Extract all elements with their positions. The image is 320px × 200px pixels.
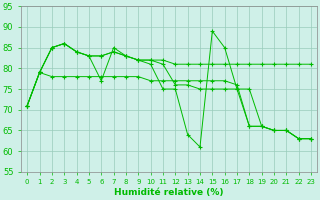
X-axis label: Humidité relative (%): Humidité relative (%) [114, 188, 224, 197]
